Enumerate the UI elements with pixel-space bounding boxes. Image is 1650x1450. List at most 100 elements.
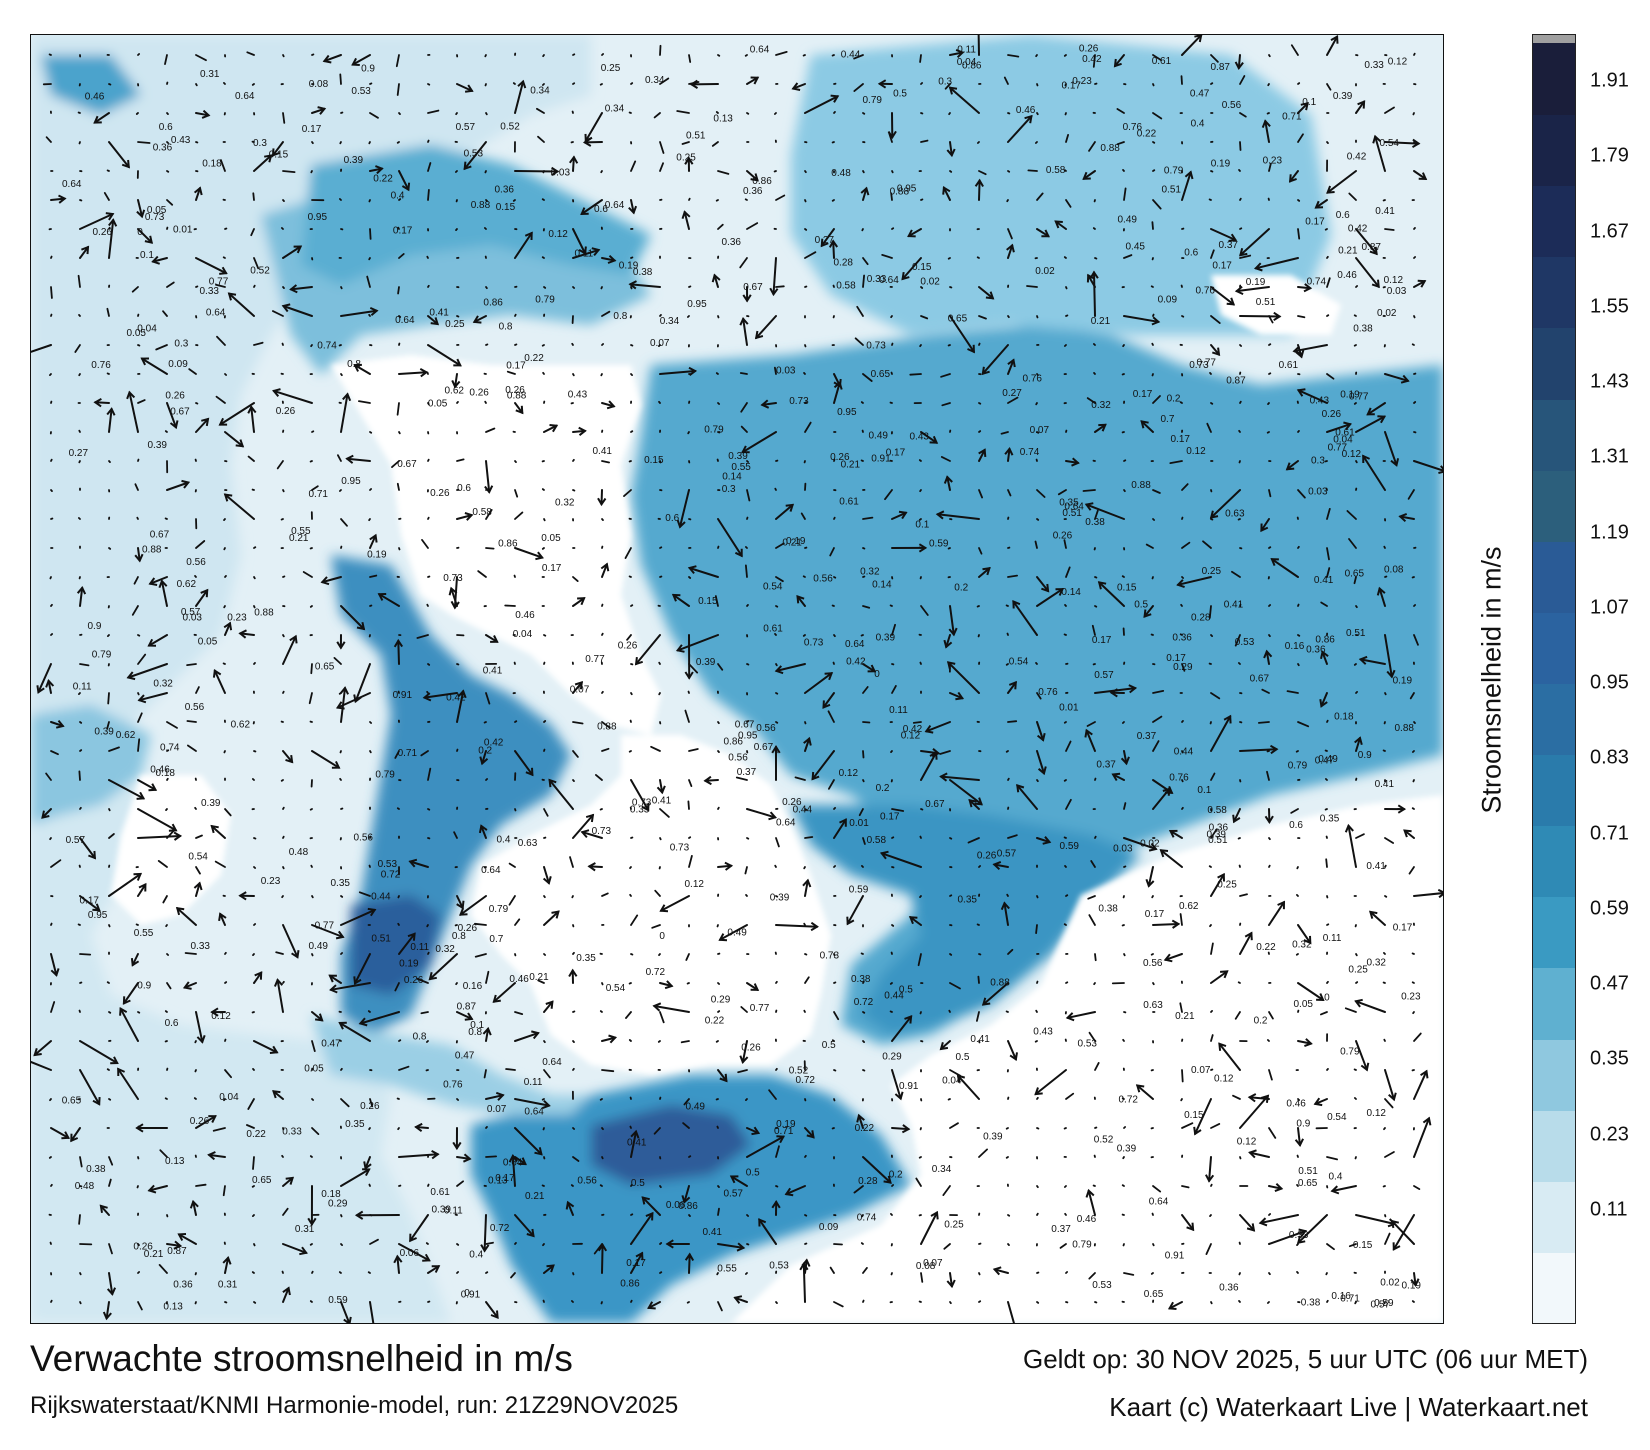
flow-arrow — [137, 53, 140, 56]
flow-arrow — [1239, 141, 1242, 151]
speed-value-label: 0.46 — [1286, 1098, 1306, 1109]
speed-value-label: 0.49 — [309, 941, 329, 952]
arrow-head — [431, 1150, 440, 1160]
flow-arrow — [572, 721, 584, 725]
flow-arrow — [340, 807, 344, 810]
flow-arrow — [1180, 1098, 1183, 1102]
arrow-head — [784, 1187, 794, 1197]
speed-value-label: 0.2 — [1167, 394, 1181, 405]
arrow-head — [883, 1175, 892, 1184]
flow-arrow — [166, 141, 170, 144]
flow-arrow — [542, 371, 545, 375]
flow-arrow — [505, 1068, 516, 1071]
flow-arrow — [1320, 692, 1328, 708]
flow-arrow — [601, 257, 616, 262]
flow-arrow — [630, 430, 634, 433]
speed-value-label: 0.67 — [1250, 673, 1270, 684]
speed-value-label: 0.38 — [851, 974, 871, 985]
flow-arrow — [250, 406, 255, 433]
arrow-head — [289, 634, 298, 644]
speed-value-label: 0.49 — [727, 928, 747, 939]
flow-arrow — [1007, 244, 1014, 259]
speed-value-label: 0.26 — [741, 1043, 761, 1054]
arrow-head — [479, 756, 489, 766]
flow-arrow — [1297, 389, 1328, 404]
flow-arrow — [1210, 692, 1221, 700]
speed-value-label: 0.27 — [1002, 388, 1022, 399]
speed-value-label: 0.87 — [1211, 62, 1231, 73]
arrow-head — [1054, 220, 1063, 229]
flow-arrow — [581, 831, 603, 839]
flow-arrow — [1143, 605, 1154, 618]
arrow-head — [148, 577, 158, 586]
flow-arrow — [223, 750, 226, 754]
speed-value-label: 0.44 — [841, 50, 861, 61]
arrow-head — [1171, 919, 1181, 929]
flow-arrow — [717, 806, 720, 810]
speed-value-label: 0.07 — [650, 338, 670, 349]
flow-arrow — [572, 597, 586, 607]
flow-arrow — [940, 1040, 951, 1050]
flow-arrow — [541, 547, 545, 550]
flow-arrow — [338, 1039, 342, 1042]
flow-arrow — [1206, 422, 1212, 433]
arrow-head — [130, 957, 140, 967]
flow-arrow — [1036, 980, 1039, 984]
flow-arrow — [1181, 1185, 1190, 1189]
arrow-head — [369, 306, 379, 317]
speed-value-label: 0.12 — [1342, 449, 1362, 460]
flow-arrow — [1116, 108, 1125, 114]
speed-value-label: 0.86 — [752, 176, 772, 187]
speed-value-label: 0.95 — [738, 731, 758, 742]
flow-arrow — [653, 1127, 661, 1135]
flow-arrow — [157, 860, 168, 868]
speed-value-label: 0.6 — [159, 122, 173, 133]
flow-arrow — [1006, 199, 1009, 203]
arrow-head — [472, 315, 482, 324]
arrow-head — [1296, 1235, 1306, 1244]
flow-arrow — [48, 1156, 52, 1159]
flow-arrow — [1036, 112, 1039, 116]
arrow-head — [517, 79, 527, 89]
flow-arrow — [745, 894, 748, 897]
flow-arrow — [680, 1040, 690, 1044]
flow-arrow — [251, 83, 255, 86]
flow-arrow — [1297, 982, 1325, 1001]
arrow-head — [328, 974, 337, 983]
flow-arrow — [1152, 923, 1180, 926]
speed-value-label: 0.74 — [857, 1213, 877, 1224]
flow-arrow — [79, 1040, 119, 1064]
flow-arrow — [1151, 576, 1154, 580]
flow-arrow — [920, 82, 923, 85]
flow-arrow — [1179, 401, 1183, 404]
arrow-head — [802, 878, 812, 888]
arrow-head — [1226, 297, 1236, 306]
arrow-head — [742, 294, 752, 303]
flow-arrow — [136, 516, 139, 520]
speed-value-label: 0.86 — [962, 61, 982, 72]
arrow-head — [285, 754, 294, 764]
speed-value-label: 0.15 — [644, 455, 664, 466]
speed-value-label: 0.79 — [92, 649, 112, 660]
flow-arrow — [719, 924, 748, 941]
flow-arrow — [601, 563, 608, 578]
flow-arrow — [338, 344, 342, 347]
speed-value-label: 0.46 — [1016, 105, 1036, 116]
flow-arrow — [455, 228, 458, 232]
flow-arrow — [50, 313, 53, 317]
flow-arrow — [1036, 192, 1044, 201]
flow-arrow — [427, 575, 431, 578]
flow-arrow — [862, 980, 865, 984]
flow-arrow — [321, 576, 342, 584]
flow-arrow — [629, 1125, 632, 1129]
speed-value-label: 0.01 — [173, 225, 193, 236]
flow-arrow — [1286, 460, 1299, 471]
speed-value-label: 0.37 — [737, 767, 757, 778]
flow-arrow — [659, 808, 670, 818]
speed-value-label: 0.88 — [990, 978, 1010, 989]
arrow-head — [490, 635, 499, 643]
speed-value-label: 0.25 — [1348, 965, 1368, 976]
speed-value-label: 0.56 — [756, 723, 776, 734]
flow-arrow — [333, 657, 342, 665]
speed-value-label: 0.19 — [1246, 277, 1266, 288]
